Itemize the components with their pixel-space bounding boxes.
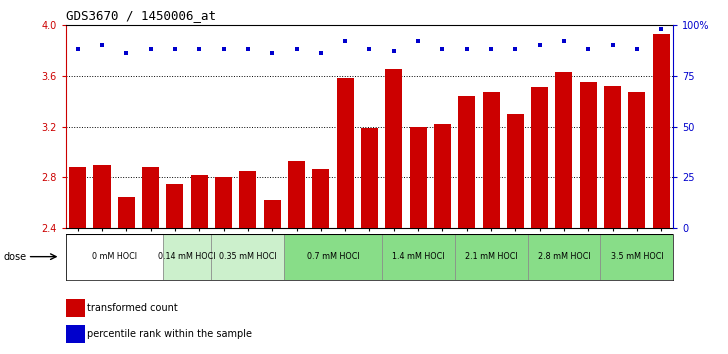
Bar [385, 69, 403, 228]
Point [96, 42, 108, 48]
Point [461, 46, 472, 52]
Point [558, 38, 570, 44]
Bar [93, 165, 111, 228]
Text: transformed count: transformed count [87, 303, 178, 313]
Text: dose: dose [4, 252, 27, 262]
Bar [215, 177, 232, 228]
Bar [312, 169, 329, 228]
Bar [288, 161, 305, 228]
Point [194, 46, 205, 52]
Point [582, 46, 594, 52]
Text: 0.14 mM HOCl: 0.14 mM HOCl [159, 252, 215, 261]
Text: percentile rank within the sample: percentile rank within the sample [87, 329, 252, 339]
Text: GDS3670 / 1450006_at: GDS3670 / 1450006_at [66, 9, 215, 22]
Point [486, 46, 497, 52]
Text: 3.5 mM HOCl: 3.5 mM HOCl [611, 252, 663, 261]
Point [266, 51, 278, 56]
Point [218, 46, 229, 52]
Bar [458, 96, 475, 228]
Bar [66, 299, 85, 317]
Bar [66, 234, 163, 280]
Point [655, 26, 667, 32]
Bar [454, 234, 528, 280]
Text: 0 mM HOCl: 0 mM HOCl [92, 252, 137, 261]
Bar [483, 92, 499, 228]
Bar [240, 171, 256, 228]
Bar [434, 124, 451, 228]
Bar [211, 234, 285, 280]
Point [631, 46, 643, 52]
Bar [653, 34, 670, 228]
Point [388, 48, 400, 54]
Bar [579, 82, 597, 228]
Bar [604, 86, 621, 228]
Point [364, 46, 376, 52]
Bar [167, 184, 183, 228]
Text: 2.1 mM HOCl: 2.1 mM HOCl [464, 252, 518, 261]
Bar [336, 78, 354, 228]
Bar [285, 234, 381, 280]
Point [315, 51, 327, 56]
Point [607, 42, 619, 48]
Point [121, 51, 132, 56]
Point [437, 46, 448, 52]
Bar [264, 200, 281, 228]
Point [510, 46, 521, 52]
Point [72, 46, 84, 52]
Text: 1.4 mM HOCl: 1.4 mM HOCl [392, 252, 444, 261]
Bar [601, 234, 673, 280]
Bar [191, 175, 207, 228]
Text: 2.8 mM HOCl: 2.8 mM HOCl [538, 252, 590, 261]
Bar [507, 114, 524, 228]
Point [290, 46, 302, 52]
Point [339, 38, 351, 44]
Bar [555, 72, 572, 228]
Point [412, 38, 424, 44]
Bar [142, 167, 159, 228]
Bar [69, 167, 86, 228]
Bar [163, 234, 211, 280]
Point [169, 46, 181, 52]
Text: 0.7 mM HOCl: 0.7 mM HOCl [306, 252, 360, 261]
Point [145, 46, 157, 52]
Text: 0.35 mM HOCl: 0.35 mM HOCl [219, 252, 277, 261]
Bar [361, 128, 378, 228]
Point [242, 46, 254, 52]
Bar [528, 234, 601, 280]
Bar [410, 127, 427, 228]
Bar [531, 87, 548, 228]
Point [534, 42, 545, 48]
Bar [628, 92, 646, 228]
Bar [118, 196, 135, 228]
Bar [66, 325, 85, 343]
Bar [381, 234, 454, 280]
